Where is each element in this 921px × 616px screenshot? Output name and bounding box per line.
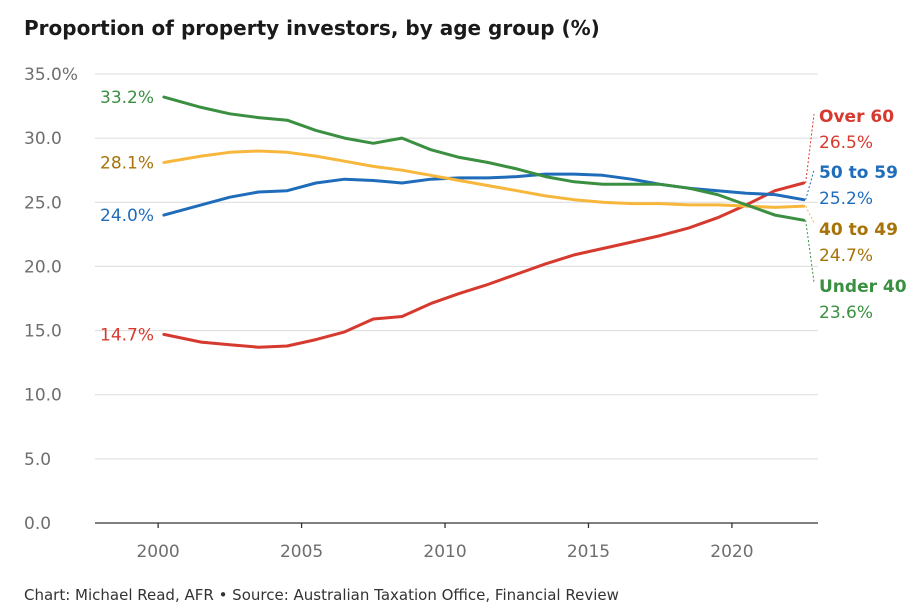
series-line-under-40: [162, 95, 806, 222]
end-name-over-60: Over 60: [819, 107, 894, 127]
source-credit: Chart: Michael Read, AFR • Source: Austr…: [24, 586, 619, 604]
series-line-40-to-49: [162, 149, 806, 209]
start-label-under-40: 33.2%: [100, 88, 154, 108]
x-tick-label: 2015: [567, 542, 610, 562]
leader-line-40-to-49: [805, 205, 815, 224]
end-name-50-to-59: 50 to 59: [819, 163, 898, 183]
series-line-over-60: [162, 181, 806, 349]
x-tick-label: 2000: [136, 542, 179, 562]
leader-line-under-40: [805, 220, 815, 283]
y-tick-label: 35.0%: [24, 65, 78, 85]
end-value-40-to-49: 24.7%: [819, 246, 873, 266]
y-tick-label: 20.0: [24, 257, 62, 277]
y-tick-label: 5.0: [24, 450, 51, 470]
series-labels: 14.7% 24.0% 28.1% 33.2% Over 60 26.5% 50 to 59…: [100, 88, 907, 345]
chart-title: Proportion of property investors, by age…: [24, 16, 600, 40]
start-label-over-60: 14.7%: [100, 325, 154, 345]
x-tick-label: 2020: [710, 542, 753, 562]
series-line-50-to-59: [162, 172, 806, 217]
end-value-under-40: 23.6%: [819, 303, 873, 323]
end-name-40-to-49: 40 to 49: [819, 220, 898, 240]
y-tick-label: 10.0: [24, 386, 62, 406]
grid-lines: [95, 73, 818, 460]
end-value-over-60: 26.5%: [819, 133, 873, 153]
leader-line-50-to-59: [805, 169, 815, 200]
axes: 0.0 5.0 10.0 15.0 20.0 25.0 30.0 35.0% 2000 2005 2…: [24, 65, 818, 562]
x-tick-label: 2005: [280, 542, 323, 562]
start-label-50-to-59: 24.0%: [100, 206, 154, 226]
y-tick-label: 0.0: [24, 514, 51, 534]
x-tick-label: 2010: [423, 542, 466, 562]
y-tick-label: 15.0: [24, 322, 62, 342]
y-tick-label: 25.0: [24, 193, 62, 213]
y-tick-label: 30.0: [24, 129, 62, 149]
end-name-under-40: Under 40: [819, 277, 907, 297]
end-value-50-to-59: 25.2%: [819, 189, 873, 209]
series-lines: [162, 95, 806, 349]
start-label-40-to-49: 28.1%: [100, 154, 154, 174]
leader-line-over-60: [805, 113, 815, 184]
